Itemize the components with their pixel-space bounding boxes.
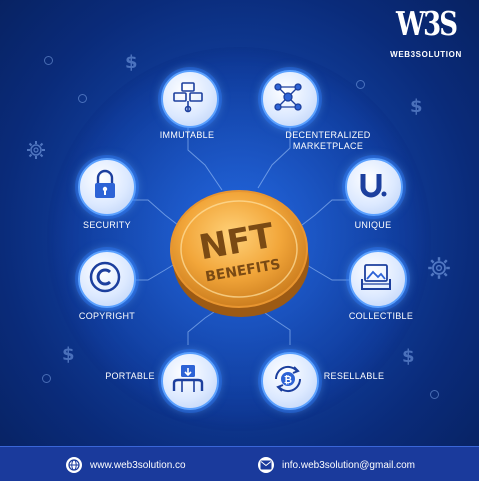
dot-decoration bbox=[78, 94, 87, 103]
benefit-node-portable bbox=[161, 352, 219, 410]
mail-icon bbox=[258, 457, 274, 473]
benefit-label-unique: UNIQUE bbox=[354, 220, 392, 230]
website-text: www.web3solution.co bbox=[90, 459, 186, 471]
benefit-node-unique bbox=[345, 158, 403, 216]
benefit-label-security: SECURITY bbox=[83, 220, 131, 230]
benefit-label-portable: PORTABLE bbox=[105, 371, 155, 381]
nft-benefits-coin: NFT BENEFITS bbox=[170, 190, 309, 317]
copyright-icon bbox=[89, 261, 121, 293]
dollar-icon: $ bbox=[125, 52, 138, 73]
benefit-label-decentralized-marketplace: DECENTERALIZED MARKETPLACE bbox=[285, 130, 371, 151]
svg-text:₿: ₿ bbox=[284, 374, 292, 386]
contact-footer: www.web3solution.co info.web3solution@gm… bbox=[0, 446, 479, 481]
benefit-label-resellable: RESELLABLE bbox=[323, 371, 385, 381]
dot-decoration bbox=[430, 390, 439, 399]
benefit-label-immutable: IMMUTABLE bbox=[159, 130, 215, 140]
benefit-node-decentralized-marketplace bbox=[261, 70, 319, 128]
benefit-node-collectible bbox=[349, 250, 407, 308]
benefit-node-resellable: ₿ bbox=[261, 352, 319, 410]
benefit-node-copyright bbox=[78, 250, 136, 308]
benefit-node-security bbox=[78, 158, 136, 216]
dollar-icon: $ bbox=[402, 346, 415, 367]
email-text: info.web3solution@gmail.com bbox=[282, 459, 415, 471]
globe-icon bbox=[66, 457, 82, 473]
logo-brand-name: WEB3SOLUTION bbox=[390, 50, 462, 59]
dollar-icon: $ bbox=[410, 96, 423, 117]
benefit-label-collectible: COLLECTIBLE bbox=[348, 311, 414, 321]
dot-decoration bbox=[356, 80, 365, 89]
email-link[interactable]: info.web3solution@gmail.com bbox=[258, 456, 415, 474]
logo-mark: W3S bbox=[395, 6, 458, 44]
dot-decoration bbox=[42, 374, 51, 383]
picture-collection-icon bbox=[361, 264, 391, 290]
web3solution-logo: W3S WEB3SOLUTION bbox=[386, 6, 466, 59]
benefit-node-immutable bbox=[161, 70, 219, 128]
network-nodes-icon bbox=[274, 83, 302, 111]
bitcoin-cycle-icon: ₿ bbox=[274, 365, 302, 393]
letter-u-icon bbox=[360, 174, 387, 198]
building-blocks-icon bbox=[173, 82, 203, 113]
lock-icon bbox=[95, 169, 115, 198]
hand-transfer-icon bbox=[172, 365, 204, 392]
gear-icon bbox=[27, 141, 45, 159]
benefit-label-copyright: COPYRIGHT bbox=[78, 311, 136, 321]
website-link[interactable]: www.web3solution.co bbox=[66, 456, 186, 474]
gear-icon bbox=[428, 257, 450, 279]
dollar-icon: $ bbox=[62, 344, 75, 365]
dot-decoration bbox=[44, 56, 53, 65]
connector-lines bbox=[130, 125, 350, 345]
